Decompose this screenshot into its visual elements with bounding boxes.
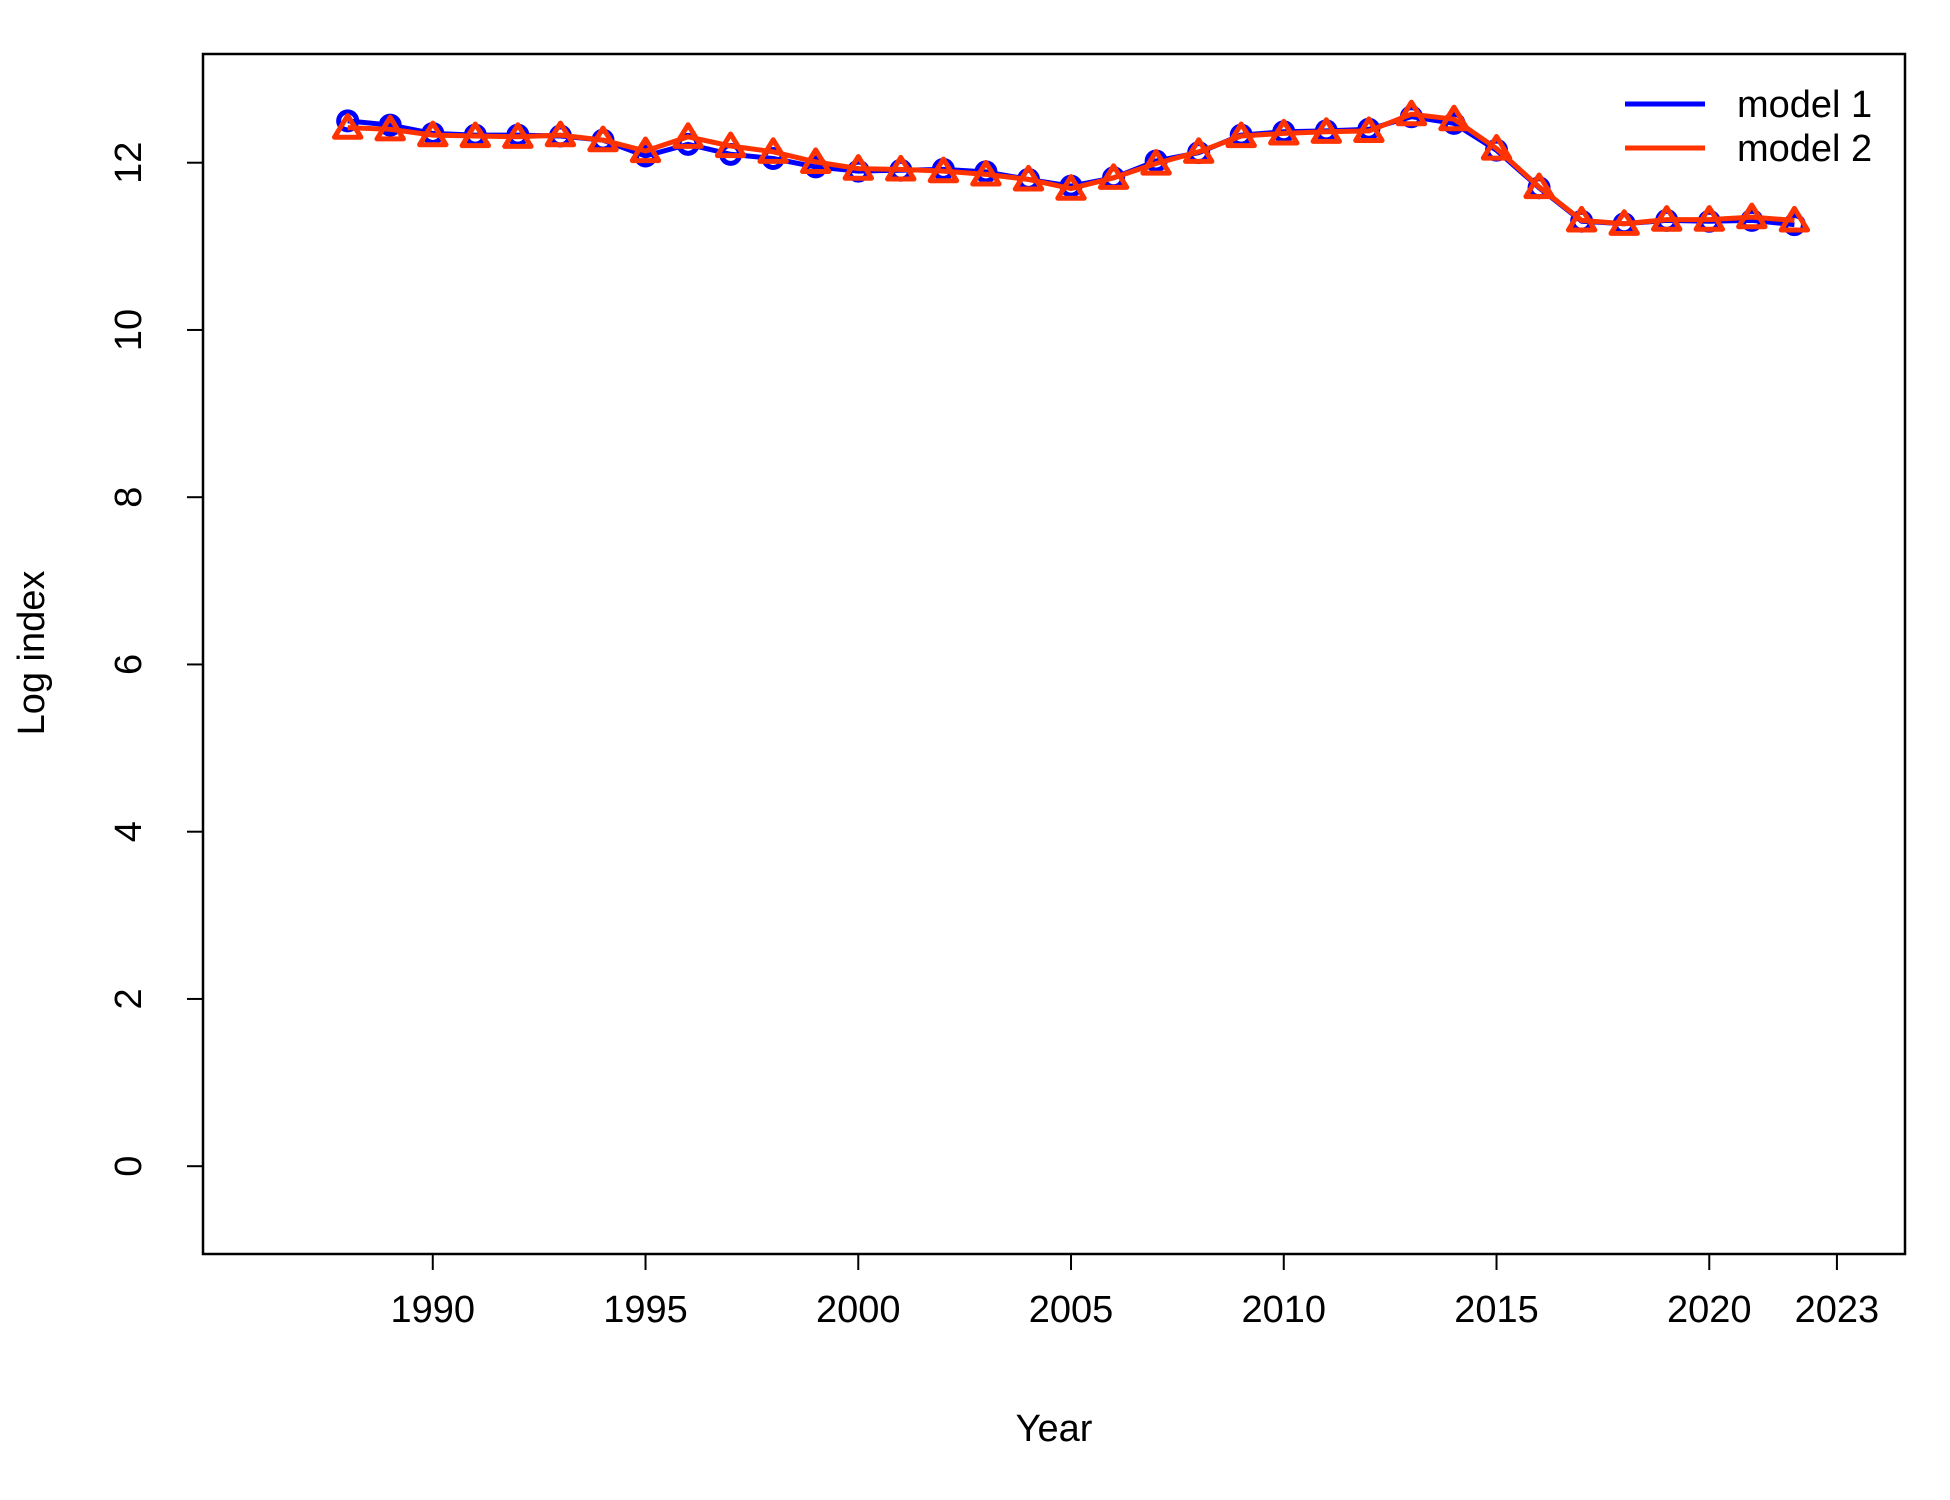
data-point [757, 137, 789, 164]
legend-label: model 1 [1737, 84, 1872, 126]
y-axis: 0 2 4 6 8 10 12 [108, 142, 204, 1177]
data-point [1651, 205, 1683, 232]
x-tick-label: 2000 [816, 1289, 901, 1331]
x-axis: 1990 1995 2000 2005 2010 2015 2020 2023 [390, 1253, 1880, 1331]
x-tick-label: 2023 [1795, 1289, 1880, 1331]
series-layer [332, 99, 1811, 237]
data-point [1353, 116, 1385, 143]
data-point [1097, 163, 1130, 190]
data-point [374, 114, 406, 142]
data-point [332, 113, 364, 140]
x-tick-label: 2010 [1241, 1289, 1326, 1331]
data-point [587, 125, 619, 153]
data-point [1055, 174, 1087, 201]
data-point [459, 121, 491, 149]
data-point [1565, 205, 1598, 233]
series-2 [332, 99, 1811, 236]
data-point [800, 147, 832, 174]
data-point [1140, 149, 1172, 176]
data-point [1693, 205, 1725, 232]
data-point [417, 120, 449, 148]
y-tick-label: 4 [108, 821, 150, 842]
data-point [1310, 117, 1342, 144]
y-axis-label: Log index [11, 571, 53, 736]
data-point [1225, 121, 1257, 149]
data-point [1480, 134, 1513, 161]
data-point [1395, 99, 1428, 127]
y-tick-label: 12 [108, 142, 150, 184]
data-point [502, 122, 534, 149]
data-point [927, 156, 960, 184]
data-point [1523, 172, 1555, 200]
data-point [1268, 118, 1300, 146]
data-point [629, 136, 662, 164]
data-point [885, 154, 917, 182]
data-point [544, 120, 577, 148]
data-point [970, 159, 1002, 187]
legend-label: model 2 [1737, 128, 1872, 170]
y-tick-label: 2 [108, 988, 150, 1009]
x-tick-label: 2020 [1667, 1289, 1752, 1331]
data-point [1183, 137, 1215, 164]
x-tick-label: 2015 [1454, 1289, 1539, 1331]
data-point [842, 154, 874, 181]
x-tick-label: 2005 [1029, 1289, 1114, 1331]
data-point [714, 131, 747, 159]
x-tick-label: 1995 [603, 1289, 688, 1331]
data-point [1012, 164, 1045, 192]
data-point [1778, 205, 1811, 233]
x-axis-label: Year [1016, 1408, 1093, 1450]
data-point [1438, 104, 1470, 132]
y-tick-label: 8 [108, 487, 150, 508]
y-tick-label: 10 [108, 309, 150, 351]
y-tick-label: 0 [108, 1156, 150, 1177]
y-tick-label: 6 [108, 654, 150, 675]
plot-frame [201, 52, 1907, 1256]
data-point [672, 122, 704, 149]
x-tick-label: 1990 [390, 1289, 475, 1331]
data-point [1608, 209, 1640, 236]
data-point [1736, 202, 1768, 230]
